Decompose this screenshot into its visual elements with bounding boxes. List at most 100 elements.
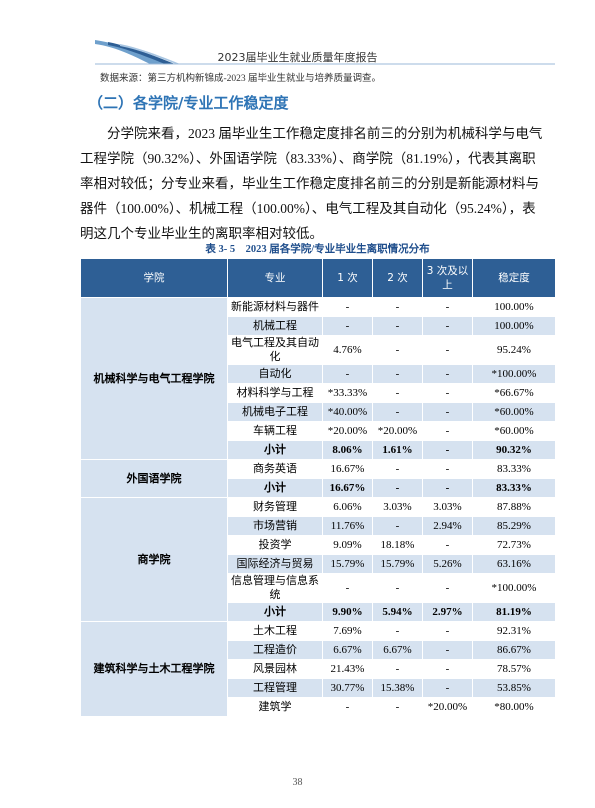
value-cell: *60.00% — [472, 402, 556, 422]
value-cell: - — [372, 297, 423, 317]
value-cell: 3.03% — [422, 497, 473, 517]
value-cell: - — [372, 402, 423, 422]
value-cell: 78.57% — [472, 659, 556, 679]
subtotal-value: 83.33% — [472, 478, 556, 498]
subtotal-label: 小计 — [227, 602, 323, 622]
value-cell: *100.00% — [472, 573, 556, 603]
value-cell: 100.00% — [472, 297, 556, 317]
value-cell: - — [322, 697, 373, 717]
source-note: 数据来源：第三方机构新锦成-2023 届毕业生就业与培养质量调查。 — [100, 74, 382, 84]
paragraph-line: 器件（100.00%）、机械工程（100.00%）、电气工程及其自动化（95.2… — [80, 201, 536, 216]
value-cell: 72.73% — [472, 535, 556, 555]
subtotal-value: 5.94% — [372, 602, 423, 622]
table-row: 建筑学 - - *20.00% *80.00% — [81, 697, 556, 717]
subtotal-value: 2.97% — [422, 602, 473, 622]
value-cell: *33.33% — [322, 383, 373, 403]
table-row: 市场营销 11.76% -2.94% 85.29% — [81, 516, 556, 536]
value-cell: - — [422, 573, 473, 603]
value-cell: - — [322, 364, 373, 384]
value-cell: 95.24% — [472, 335, 556, 365]
header-cell: 学院 — [80, 258, 228, 298]
value-cell: 87.88% — [472, 497, 556, 517]
major-cell: 新能源材料与器件 — [227, 297, 323, 317]
value-cell: *40.00% — [322, 402, 373, 422]
value-cell: - — [422, 402, 473, 422]
value-cell: - — [372, 573, 423, 603]
table-row: 工程造价 6.67% 6.67% -86.67% — [81, 640, 556, 660]
value-cell: 86.67% — [472, 640, 556, 660]
table-caption: 表 3- 5 2023 届各学院/专业毕业生离职情况分布 — [205, 244, 430, 255]
value-cell: *20.00% — [322, 421, 373, 441]
value-cell: - — [422, 297, 473, 317]
header-decoration — [95, 40, 555, 65]
subtotal-row: 小计 9.90% 5.94% 2.97% 81.19% — [81, 602, 556, 622]
value-cell: - — [372, 335, 423, 365]
major-cell: 建筑学 — [227, 697, 323, 717]
subtotal-value: - — [422, 478, 473, 498]
value-cell: - — [422, 640, 473, 660]
value-cell: - — [422, 383, 473, 403]
value-cell: 30.77% — [322, 678, 373, 698]
major-cell: 电气工程及其自动化 — [227, 335, 323, 365]
paragraph-line: 工程学院（90.32%）、外国语学院（83.33%）、商学院（81.19%），代… — [80, 151, 536, 166]
subtotal-value: 81.19% — [472, 602, 556, 622]
value-cell: *66.67% — [472, 383, 556, 403]
major-cell: 机械电子工程 — [227, 402, 323, 422]
subtotal-row: 小计 16.67% - -83.33% — [81, 478, 556, 498]
subtotal-value: 16.67% — [322, 478, 373, 498]
header-cell: 专业 — [227, 258, 323, 298]
table-row: 风景园林 21.43% - -78.57% — [81, 659, 556, 679]
table-row: 电气工程及其自动化 4.76% - -95.24% — [81, 335, 556, 365]
value-cell: - — [322, 316, 373, 336]
subtotal-label: 小计 — [227, 440, 323, 460]
college-cell: 建筑科学与土木工程学院 — [80, 621, 228, 717]
value-cell: 15.79% — [322, 554, 373, 574]
paragraph-line: 率相对较低；分专业来看，毕业生工作稳定度排名前三的分别是新能源材料与 — [80, 176, 539, 191]
value-cell: - — [422, 678, 473, 698]
table-row: 机械工程 - - -100.00% — [81, 316, 556, 336]
value-cell: 92.31% — [472, 621, 556, 641]
value-cell: - — [422, 459, 473, 479]
value-cell: - — [372, 364, 423, 384]
value-cell: *80.00% — [472, 697, 556, 717]
major-cell: 土木工程 — [227, 621, 323, 641]
major-cell: 信息管理与信息系统 — [227, 573, 323, 603]
table-row: 机械电子工程 *40.00% - - *60.00% — [81, 402, 556, 422]
value-cell: - — [422, 535, 473, 555]
section-title: （二）各学院/专业工作稳定度 — [88, 94, 289, 112]
major-cell: 财务管理 — [227, 497, 323, 517]
value-cell: 63.16% — [472, 554, 556, 574]
value-cell: *100.00% — [472, 364, 556, 384]
value-cell: - — [372, 659, 423, 679]
value-cell: - — [322, 297, 373, 317]
college-cell: 商学院 — [80, 497, 228, 622]
value-cell: - — [422, 335, 473, 365]
value-cell: - — [422, 364, 473, 384]
value-cell: - — [422, 659, 473, 679]
subtotal-value: 90.32% — [472, 440, 556, 460]
major-cell: 商务英语 — [227, 459, 323, 479]
major-cell: 工程造价 — [227, 640, 323, 660]
value-cell: 83.33% — [472, 459, 556, 479]
header-title: 2023届毕业生就业质量年度报告 — [217, 51, 378, 64]
college-cell: 机械科学与电气工程学院 — [80, 297, 228, 460]
value-cell: 2.94% — [422, 516, 473, 536]
value-cell: 9.09% — [322, 535, 373, 555]
value-cell: 5.26% — [422, 554, 473, 574]
value-cell: 11.76% — [322, 516, 373, 536]
paragraph-line: 明这几个专业毕业生的离职率相对较低。 — [80, 226, 323, 241]
value-cell: 3.03% — [372, 497, 423, 517]
value-cell: 85.29% — [472, 516, 556, 536]
table-row: 投资学 9.09% 18.18% -72.73% — [81, 535, 556, 555]
major-cell: 车辆工程 — [227, 421, 323, 441]
subtotal-label: 小计 — [227, 478, 323, 498]
major-cell: 投资学 — [227, 535, 323, 555]
value-cell: 21.43% — [322, 659, 373, 679]
major-cell: 市场营销 — [227, 516, 323, 536]
table-row: 建筑科学与土木工程学院 土木工程 7.69% - -92.31% — [80, 621, 556, 717]
major-cell: 材料科学与工程 — [227, 383, 323, 403]
value-cell: - — [372, 316, 423, 336]
value-cell: 16.67% — [322, 459, 373, 479]
